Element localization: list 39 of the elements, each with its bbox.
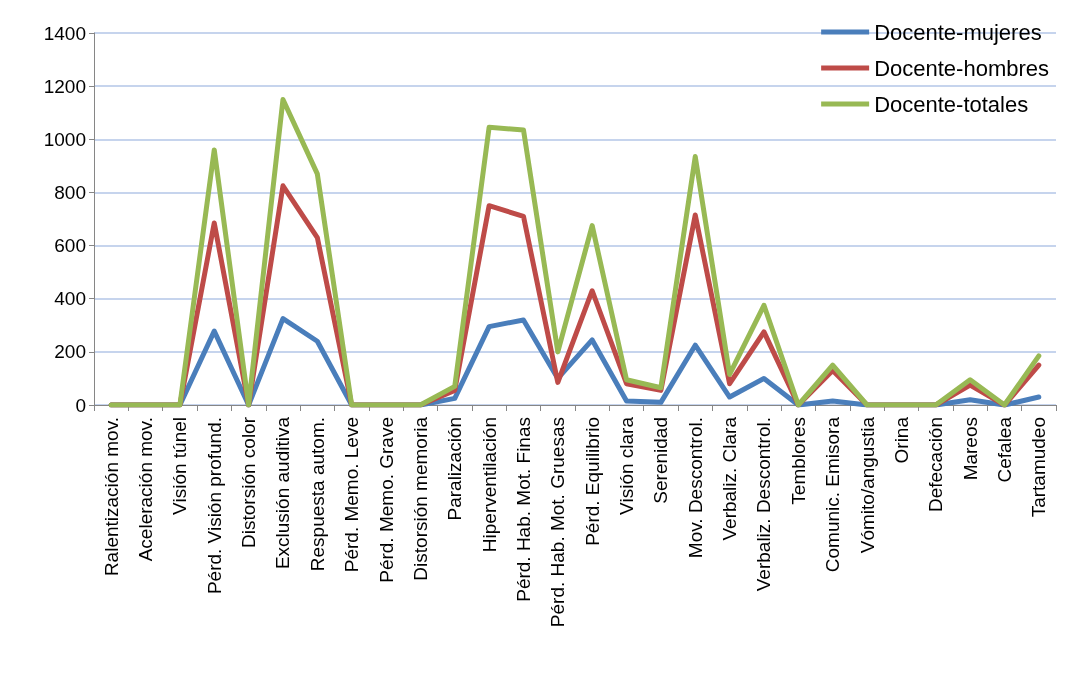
- legend-label: Docente-hombres: [874, 55, 1050, 81]
- x-tick-label: Cefalea: [993, 416, 1015, 483]
- x-tick-label: Pérd. Memo. Grave: [375, 417, 397, 583]
- x-tick-label: Verbaliz. Descontrol.: [753, 417, 775, 592]
- x-tick-label: Defecación: [925, 417, 947, 513]
- x-tick-label: Pérd. Visión profund.: [203, 417, 225, 595]
- x-tick-label: Visión túnel: [169, 417, 191, 515]
- x-tick-label: Distorsión color: [238, 416, 260, 548]
- x-tick-label: Respuesta autom.: [306, 417, 328, 572]
- x-tick-label: Serenidad: [650, 417, 672, 504]
- y-tick-label: 800: [54, 181, 86, 203]
- x-tick-label: Vómito/angustia: [856, 416, 878, 554]
- x-tick-label: Pérd. Memo. Leve: [341, 417, 363, 573]
- y-tick-label: 1000: [43, 128, 86, 150]
- y-tick-label: 0: [75, 394, 86, 416]
- y-tick-label: 1400: [43, 22, 86, 44]
- x-tick-label: Pérd. Equilibrio: [581, 417, 603, 546]
- y-tick-label: 200: [54, 341, 86, 363]
- x-tick-label: Aceleración mov.: [135, 417, 157, 562]
- x-tick-label: Orina: [890, 416, 912, 464]
- x-tick-label: Verbaliz. Clara: [719, 416, 741, 541]
- x-tick-label: Mareos: [959, 417, 981, 481]
- y-tick-label: 600: [54, 235, 86, 257]
- x-tick-label: Distorsión memoria: [409, 416, 431, 581]
- legend-label: Docente-mujeres: [874, 19, 1042, 45]
- legend-label: Docente-totales: [874, 91, 1029, 117]
- x-tick-label: Temblores: [787, 417, 809, 505]
- y-tick-label: 1200: [43, 75, 86, 97]
- x-tick-label: Pérd. Hab. Mot. Gruesas: [547, 417, 569, 628]
- x-tick-label: Comunic. Emisora: [822, 416, 844, 573]
- x-tick-label: Paralización: [444, 417, 466, 521]
- x-tick-label: Mov. Descontrol.: [684, 417, 706, 559]
- y-tick-label: 400: [54, 288, 86, 310]
- x-tick-label: Ralentización mov.: [100, 417, 122, 577]
- x-tick-label: Tartamudeo: [1028, 417, 1050, 518]
- x-tick-label: Visión clara: [616, 416, 638, 515]
- x-tick-label: Pérd. Hab. Mot. Finas: [512, 417, 534, 602]
- x-tick-label: Exclusión auditiva: [272, 416, 294, 570]
- x-tick-label: Hiperventilación: [478, 417, 500, 553]
